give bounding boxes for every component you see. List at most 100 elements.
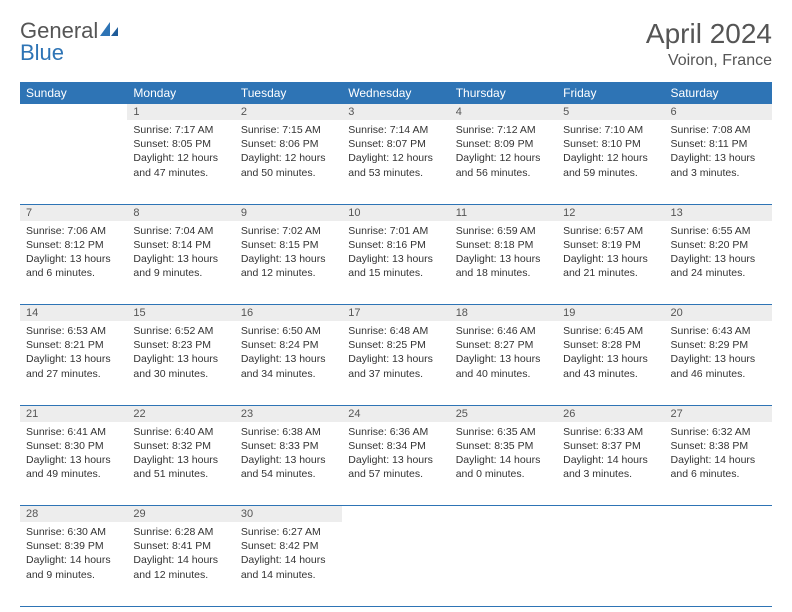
daynum-cell: 19 [557,305,664,322]
day-header: Tuesday [235,82,342,104]
day-content: Sunrise: 6:33 AMSunset: 8:37 PMDaylight:… [557,422,664,486]
daynum-cell [342,506,449,523]
day-cell [665,522,772,606]
daynum-cell: 25 [450,405,557,422]
daylight-line: Daylight: 13 hours and 15 minutes. [348,252,443,280]
day-number [342,506,449,522]
sunrise-line: Sunrise: 7:02 AM [241,224,336,238]
daynum-cell: 7 [20,204,127,221]
daynum-cell: 26 [557,405,664,422]
day-cell: Sunrise: 6:48 AMSunset: 8:25 PMDaylight:… [342,321,449,405]
day-content: Sunrise: 7:01 AMSunset: 8:16 PMDaylight:… [342,221,449,285]
day-number: 24 [342,406,449,422]
day-content: Sunrise: 6:59 AMSunset: 8:18 PMDaylight:… [450,221,557,285]
sunset-line: Sunset: 8:39 PM [26,539,121,553]
day-number: 30 [235,506,342,522]
day-cell: Sunrise: 6:40 AMSunset: 8:32 PMDaylight:… [127,422,234,506]
sunset-line: Sunset: 8:10 PM [563,137,658,151]
day-content: Sunrise: 6:45 AMSunset: 8:28 PMDaylight:… [557,321,664,385]
sunrise-line: Sunrise: 6:35 AM [456,425,551,439]
day-number: 21 [20,406,127,422]
daynum-row: 21222324252627 [20,405,772,422]
daynum-cell: 21 [20,405,127,422]
sunset-line: Sunset: 8:24 PM [241,338,336,352]
day-cell [342,522,449,606]
day-cell: Sunrise: 6:46 AMSunset: 8:27 PMDaylight:… [450,321,557,405]
sunrise-line: Sunrise: 6:36 AM [348,425,443,439]
day-cell: Sunrise: 7:06 AMSunset: 8:12 PMDaylight:… [20,221,127,305]
day-content: Sunrise: 6:52 AMSunset: 8:23 PMDaylight:… [127,321,234,385]
day-number: 18 [450,305,557,321]
daylight-line: Daylight: 13 hours and 12 minutes. [241,252,336,280]
sunset-line: Sunset: 8:27 PM [456,338,551,352]
day-cell: Sunrise: 6:50 AMSunset: 8:24 PMDaylight:… [235,321,342,405]
day-number: 23 [235,406,342,422]
sunrise-line: Sunrise: 7:04 AM [133,224,228,238]
daynum-cell: 12 [557,204,664,221]
daynum-cell: 28 [20,506,127,523]
daylight-line: Daylight: 14 hours and 3 minutes. [563,453,658,481]
day-number: 4 [450,104,557,120]
day-cell: Sunrise: 7:01 AMSunset: 8:16 PMDaylight:… [342,221,449,305]
sunrise-line: Sunrise: 6:28 AM [133,525,228,539]
sunset-line: Sunset: 8:28 PM [563,338,658,352]
day-cell: Sunrise: 6:43 AMSunset: 8:29 PMDaylight:… [665,321,772,405]
daynum-cell: 6 [665,104,772,120]
sunset-line: Sunset: 8:05 PM [133,137,228,151]
sunset-line: Sunset: 8:35 PM [456,439,551,453]
sunrise-line: Sunrise: 6:57 AM [563,224,658,238]
content-row: Sunrise: 6:30 AMSunset: 8:39 PMDaylight:… [20,522,772,606]
day-cell [20,120,127,204]
sunset-line: Sunset: 8:37 PM [563,439,658,453]
day-cell: Sunrise: 6:28 AMSunset: 8:41 PMDaylight:… [127,522,234,606]
day-header: Sunday [20,82,127,104]
sunset-line: Sunset: 8:06 PM [241,137,336,151]
sunset-line: Sunset: 8:16 PM [348,238,443,252]
day-content: Sunrise: 6:48 AMSunset: 8:25 PMDaylight:… [342,321,449,385]
sunrise-line: Sunrise: 7:14 AM [348,123,443,137]
daynum-cell: 1 [127,104,234,120]
sunset-line: Sunset: 8:23 PM [133,338,228,352]
daynum-cell: 5 [557,104,664,120]
daylight-line: Daylight: 14 hours and 9 minutes. [26,553,121,581]
day-cell: Sunrise: 7:08 AMSunset: 8:11 PMDaylight:… [665,120,772,204]
calendar-table: SundayMondayTuesdayWednesdayThursdayFrid… [20,82,772,607]
day-content: Sunrise: 6:38 AMSunset: 8:33 PMDaylight:… [235,422,342,486]
sunrise-line: Sunrise: 6:52 AM [133,324,228,338]
day-cell: Sunrise: 6:32 AMSunset: 8:38 PMDaylight:… [665,422,772,506]
day-cell: Sunrise: 6:35 AMSunset: 8:35 PMDaylight:… [450,422,557,506]
daylight-line: Daylight: 12 hours and 59 minutes. [563,151,658,179]
day-content: Sunrise: 6:32 AMSunset: 8:38 PMDaylight:… [665,422,772,486]
day-cell: Sunrise: 6:57 AMSunset: 8:19 PMDaylight:… [557,221,664,305]
day-number: 19 [557,305,664,321]
day-cell: Sunrise: 6:27 AMSunset: 8:42 PMDaylight:… [235,522,342,606]
sunrise-line: Sunrise: 7:17 AM [133,123,228,137]
day-content: Sunrise: 6:30 AMSunset: 8:39 PMDaylight:… [20,522,127,586]
day-number: 6 [665,104,772,120]
daynum-cell: 8 [127,204,234,221]
sunset-line: Sunset: 8:21 PM [26,338,121,352]
day-number: 25 [450,406,557,422]
day-number: 5 [557,104,664,120]
daylight-line: Daylight: 13 hours and 34 minutes. [241,352,336,380]
daylight-line: Daylight: 14 hours and 14 minutes. [241,553,336,581]
day-number [20,104,127,120]
day-number: 11 [450,205,557,221]
daylight-line: Daylight: 13 hours and 6 minutes. [26,252,121,280]
sunrise-line: Sunrise: 6:38 AM [241,425,336,439]
day-cell: Sunrise: 6:55 AMSunset: 8:20 PMDaylight:… [665,221,772,305]
sunrise-line: Sunrise: 6:33 AM [563,425,658,439]
day-number: 16 [235,305,342,321]
day-number: 2 [235,104,342,120]
daylight-line: Daylight: 13 hours and 51 minutes. [133,453,228,481]
day-cell [557,522,664,606]
day-content: Sunrise: 6:46 AMSunset: 8:27 PMDaylight:… [450,321,557,385]
daylight-line: Daylight: 13 hours and 46 minutes. [671,352,766,380]
sunrise-line: Sunrise: 6:59 AM [456,224,551,238]
day-cell: Sunrise: 7:02 AMSunset: 8:15 PMDaylight:… [235,221,342,305]
day-cell: Sunrise: 7:15 AMSunset: 8:06 PMDaylight:… [235,120,342,204]
sunset-line: Sunset: 8:33 PM [241,439,336,453]
content-row: Sunrise: 7:06 AMSunset: 8:12 PMDaylight:… [20,221,772,305]
header: General April 2024 Voiron, France [20,18,772,70]
day-number: 9 [235,205,342,221]
